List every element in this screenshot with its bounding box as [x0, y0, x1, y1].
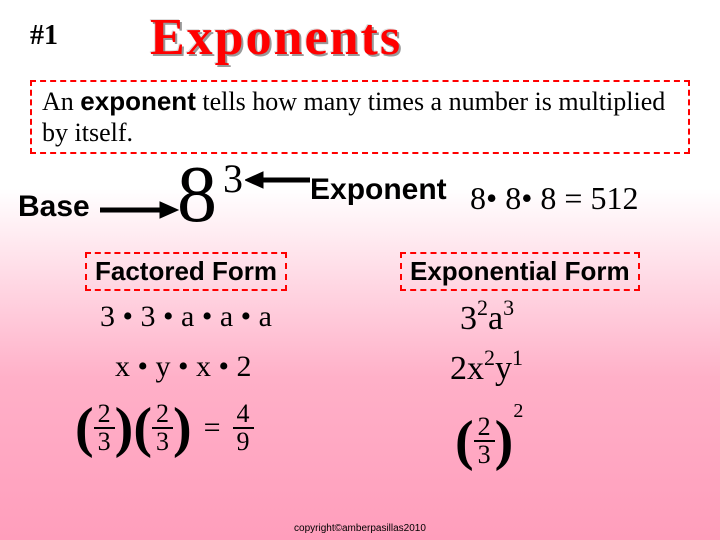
exponent-label: Exponent: [310, 173, 447, 207]
row1-exponential: 32a3: [460, 295, 514, 338]
def-keyword: exponent: [80, 86, 196, 116]
rparen-icon: ): [115, 400, 134, 456]
r1-var: a: [488, 300, 503, 337]
r3e-lparen-icon: (: [455, 413, 474, 469]
slide-number: #1: [30, 20, 58, 52]
r2-coef: 2x: [450, 350, 484, 387]
r3-d2: 3: [152, 429, 173, 455]
copyright: copyright©amberpasillas2010: [0, 523, 720, 534]
r1-coef-pow: 2: [477, 295, 488, 320]
rparen2-icon: ): [173, 400, 192, 456]
r3-d1: 3: [94, 429, 115, 455]
def-prefix: An: [42, 87, 80, 116]
r3e-pow: 2: [513, 400, 523, 422]
r2-var: y: [495, 350, 512, 387]
r2-var-pow: 1: [512, 345, 523, 370]
lparen2-icon: (: [133, 400, 152, 456]
r1-coef: 3: [460, 300, 477, 337]
title: Exponents: [150, 8, 402, 67]
r3e-n: 2: [474, 414, 495, 442]
arrow-exponent-icon: [245, 170, 310, 190]
r3e-d: 3: [474, 442, 495, 468]
row3-factored: (23)(23) = 49: [75, 400, 254, 456]
exponential-header: Exponential Form: [400, 252, 640, 291]
r2-coef-pow: 2: [484, 345, 495, 370]
factored-header: Factored Form: [85, 252, 287, 291]
r3-rn: 4: [233, 401, 254, 429]
expansion: 8• 8• 8 = 512: [470, 180, 638, 217]
row2-factored: x • y • x • 2: [115, 350, 252, 384]
arrow-base-icon: [100, 200, 180, 220]
exponent-value: 3: [223, 155, 243, 202]
row2-exponential: 2x2y1: [450, 345, 523, 388]
r3-n2: 2: [152, 401, 173, 429]
base-value: 8: [177, 150, 217, 241]
r3-rd: 9: [233, 429, 254, 455]
r3-n1: 2: [94, 401, 115, 429]
lparen-icon: (: [75, 400, 94, 456]
r3e-rparen-icon: ): [495, 413, 514, 469]
r1-var-pow: 3: [503, 295, 514, 320]
definition-box: An exponent tells how many times a numbe…: [30, 80, 690, 154]
row3-exponential: (23)2: [455, 400, 523, 469]
base-label: Base: [18, 190, 90, 224]
r3-eq: =: [204, 411, 221, 444]
row1-factored: 3 • 3 • a • a • a: [100, 300, 272, 334]
